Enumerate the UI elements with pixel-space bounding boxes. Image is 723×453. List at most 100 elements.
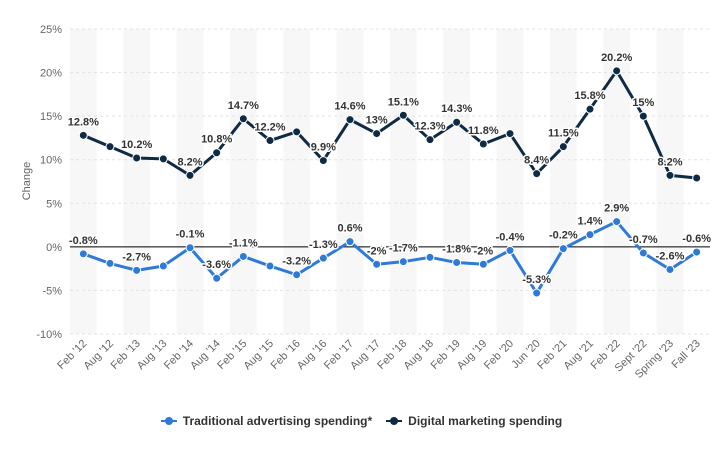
traditional-point <box>132 265 142 275</box>
traditional-data-label: -2% <box>367 245 387 257</box>
column-band <box>336 29 364 334</box>
digital-point <box>158 154 168 164</box>
digital-point <box>265 136 275 146</box>
traditional-data-label: -0.4% <box>496 231 525 243</box>
traditional-point <box>292 270 302 280</box>
digital-point <box>345 115 355 125</box>
traditional-data-label: -0.6% <box>682 233 711 245</box>
traditional-point <box>372 259 382 269</box>
digital-data-label: 14.7% <box>228 100 259 112</box>
digital-point <box>585 104 595 114</box>
legend-dot <box>390 417 399 425</box>
column-band <box>443 29 470 334</box>
digital-data-label: 12.8% <box>68 116 99 128</box>
y-tick-label: 25% <box>40 24 62 36</box>
digital-point <box>212 148 222 158</box>
traditional-point <box>692 247 702 257</box>
series-points <box>78 66 702 298</box>
digital-data-label: 15% <box>632 97 654 109</box>
digital-point <box>238 114 248 124</box>
digital-series-line <box>82 69 697 180</box>
y-tick-label: 0% <box>46 242 62 254</box>
digital-data-label: 14.3% <box>441 103 472 115</box>
traditional-point <box>505 245 515 255</box>
digital-data-label: 10.2% <box>121 139 152 151</box>
digital-point <box>478 139 488 149</box>
x-tick-label: Feb '20 <box>482 338 516 372</box>
y-tick-label: 20% <box>40 68 62 80</box>
column-band <box>496 29 524 334</box>
traditional-data-label: -0.1% <box>176 229 205 241</box>
digital-data-label: 8.2% <box>177 156 202 168</box>
traditional-data-label: -2% <box>474 245 494 257</box>
digital-point <box>425 135 435 145</box>
y-tick-label: 5% <box>46 198 62 210</box>
legend-marker-icon <box>160 415 177 427</box>
digital-point <box>665 170 675 180</box>
traditional-data-label: 0.6% <box>337 223 362 235</box>
traditional-data-label: -1.8% <box>442 244 471 256</box>
traditional-point <box>478 259 488 269</box>
traditional-data-label: -1.1% <box>229 237 258 249</box>
y-tick-label: 15% <box>40 111 62 123</box>
legend-item-traditional[interactable]: Traditional advertising spending* <box>160 414 373 428</box>
column-band <box>123 29 150 334</box>
legend-dot <box>164 417 173 425</box>
digital-data-label: 13% <box>366 115 388 127</box>
digital-point <box>185 170 195 180</box>
legend: Traditional advertising spending* Digita… <box>0 414 723 428</box>
digital-data-label: 20.2% <box>601 52 632 64</box>
traditional-point <box>158 261 168 271</box>
traditional-point <box>585 230 595 240</box>
column-band <box>656 29 684 334</box>
legend-label-traditional: Traditional advertising spending* <box>182 414 373 428</box>
column-band <box>550 29 577 334</box>
traditional-series-line <box>82 220 698 295</box>
digital-point <box>318 156 328 166</box>
traditional-point <box>612 217 622 227</box>
digital-data-label: 11.8% <box>468 125 499 137</box>
legend-item-digital[interactable]: Digital marketing spending <box>386 414 562 428</box>
traditional-point <box>665 265 675 275</box>
traditional-data-label: -1.7% <box>389 243 418 255</box>
column-band <box>230 29 257 334</box>
digital-data-label: 8.2% <box>657 156 682 168</box>
traditional-point <box>345 237 355 247</box>
y-tick-label: -5% <box>42 285 62 297</box>
digital-point <box>532 169 542 179</box>
traditional-point <box>105 258 115 268</box>
legend-label-digital: Digital marketing spending <box>408 414 563 428</box>
digital-point <box>372 129 382 139</box>
column-band <box>176 29 204 334</box>
digital-data-label: 14.6% <box>334 101 365 113</box>
digital-point <box>292 127 302 137</box>
y-axis-ticks: 25% 20% 15% 10% 5% 0% -5% -10% <box>36 24 62 341</box>
traditional-data-label: -3.6% <box>202 259 231 271</box>
traditional-point <box>78 249 88 259</box>
gridlines <box>70 28 710 335</box>
traditional-point <box>238 251 248 261</box>
column-band <box>390 29 417 334</box>
digital-point <box>452 117 462 127</box>
traditional-point <box>452 258 462 268</box>
traditional-data-label: 2.9% <box>604 203 629 215</box>
digital-data-label: 12.2% <box>254 122 285 134</box>
traditional-point <box>558 244 568 254</box>
series-lines <box>82 69 698 295</box>
digital-data-label: 15.8% <box>574 90 605 102</box>
digital-point <box>105 142 115 152</box>
column-bands <box>70 29 684 334</box>
digital-data-label: 10.8% <box>201 134 232 146</box>
digital-data-label: 11.5% <box>548 128 579 140</box>
traditional-data-label: -2.7% <box>122 251 151 263</box>
column-band <box>70 29 97 334</box>
digital-point <box>558 142 568 152</box>
y-tick-label: -10% <box>36 329 62 341</box>
digital-data-label: 15.1% <box>388 96 419 108</box>
digital-point <box>612 66 622 76</box>
digital-point <box>692 173 702 183</box>
traditional-point <box>398 257 408 267</box>
traditional-data-label: 1.4% <box>577 216 602 228</box>
